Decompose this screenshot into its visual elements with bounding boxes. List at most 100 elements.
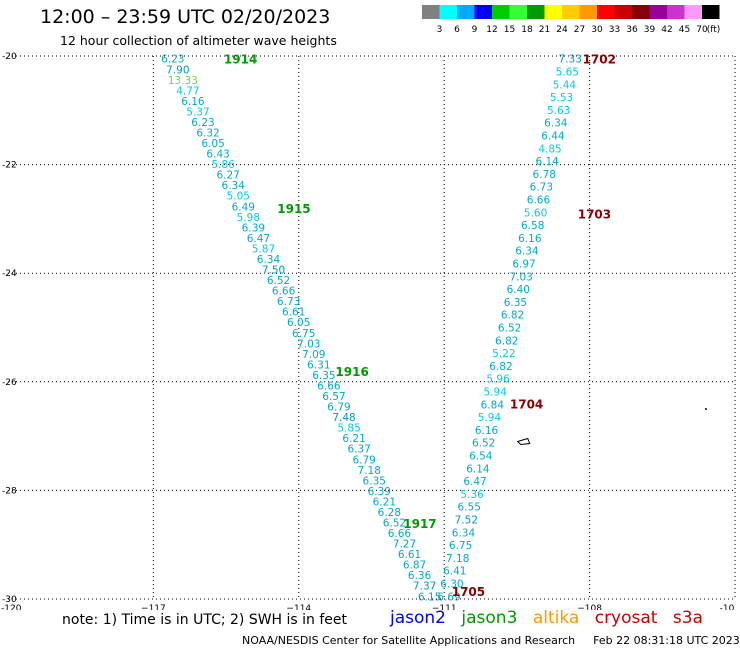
wave-height-label: 6.47 [463,476,486,488]
chart-subtitle: 12 hour collection of altimeter wave hei… [60,33,337,48]
scale-swatch [632,5,650,19]
scale-swatch [684,5,702,19]
wave-height-label: 6.21 [373,496,396,508]
x-tick-label: −114 [286,604,311,610]
wave-height-label: 7.18 [358,465,381,477]
wave-height-label: 6.36 [408,570,432,582]
scale-label: 12 [486,25,497,35]
wave-height-label: 5.22 [492,348,515,360]
wave-height-label: 6.05 [287,317,310,329]
wave-height-label: 7.03 [509,271,532,283]
wave-height-label: 6.16 [518,233,542,245]
wave-height-label: 6.52 [472,438,495,450]
wave-height-label: 6.14 [535,156,559,168]
wave-height-label: 5.37 [186,106,209,118]
y-tick-label: -26 [2,378,17,388]
wave-height-label: 6.52 [267,275,290,287]
scale-swatch [439,5,457,19]
scale-unit: (ft) [707,25,721,35]
satellite-cryosat: cryosat [594,608,658,628]
scale-swatch [457,5,475,19]
scale-label: 3 [437,25,443,35]
wave-height-label: 6.58 [521,220,544,232]
time-label: 1915 [277,202,310,216]
wave-height-label: 7.27 [393,539,416,551]
time-label: 1702 [583,53,616,67]
wave-height-label: 6.40 [507,284,530,296]
wave-height-label: 6.61 [282,307,305,319]
wave-height-label: 6.35 [363,475,386,487]
scale-label: 42 [661,25,672,35]
wave-height-label: 6.34 [222,180,246,192]
wave-height-label: 6.87 [403,560,426,572]
wave-height-label: 6.82 [501,310,524,322]
wave-height-label: 6.05 [201,138,224,150]
scale-label: 18 [521,25,533,35]
time-label: 1916 [335,365,368,379]
y-tick-label: -22 [2,161,17,171]
scale-label: 21 [539,25,550,35]
time-label: 1914 [224,53,257,67]
wave-height-label: 6.21 [342,433,365,445]
wave-height-label: 5.65 [556,67,579,79]
satellite-s3a: s3a [672,608,703,628]
wave-height-label: 6.44 [541,131,565,143]
wave-height-label: 6.61 [398,549,421,561]
chart-title: 12:00 – 23:59 UTC 02/20/2023 [40,6,331,28]
wave-height-label: 5.60 [524,207,547,219]
wave-height-label: 5.05 [227,191,250,203]
wave-height-label: 6.28 [378,507,401,519]
wave-height-label: 6.52 [383,518,406,530]
scale-swatch [474,5,492,19]
island-dot [704,407,707,410]
wave-height-label: 6.55 [458,502,481,514]
wave-height-label: 6.30 [440,578,463,590]
wave-height-label: 6.35 [312,370,335,382]
wave-height-label: 5.44 [553,79,577,91]
wave-height-label: 5.63 [547,105,570,117]
island-outline [516,437,531,446]
wave-height-label: 7.33 [559,54,582,66]
wave-height-label: 7.50 [262,265,285,277]
wave-height-label: 6.23 [161,54,184,66]
wave-height-label: 6.34 [544,118,568,130]
wave-height-label: 6.15 [418,591,441,603]
wave-height-label: 6.69 [437,591,460,603]
x-tick-label: −117 [141,604,166,610]
wave-height-label: 7.18 [446,553,469,565]
wave-height-label: 4.85 [538,143,561,155]
x-tick-label: -10 [720,604,735,610]
wave-height-label: 7.37 [413,581,436,593]
wave-height-label: 6.52 [498,323,521,335]
wave-height-label: 5.87 [252,243,275,255]
wave-height-label: 6.82 [495,335,518,347]
wave-height-label: 6.66 [388,528,412,540]
credit-line: NOAA/NESDIS Center for Satellite Applica… [242,634,740,647]
wave-height-label: 6.16 [475,425,499,437]
wave-height-label: 5.36 [460,489,484,501]
wave-height-label: 6.34 [452,527,476,539]
satellite-jason2: jason2 [390,608,446,628]
scale-label: 30 [591,25,603,35]
wave-height-label: 6.14 [466,463,490,475]
time-label: 1705 [452,585,485,599]
y-tick-label: -24 [2,269,17,279]
scale-label: 33 [609,25,620,35]
wave-height-label: 6.75 [449,540,472,552]
scale-label: 27 [574,25,585,35]
scale-label: 6 [454,25,460,35]
wave-height-label: 6.75 [292,328,315,340]
wave-height-label: 7.09 [302,349,325,361]
wave-height-label: 7.48 [332,412,355,424]
wave-height-label: 6.54 [469,450,493,462]
wave-height-label: 5.94 [478,412,502,424]
wave-height-label: 6.97 [512,259,535,271]
wave-height-label: 6.16 [181,96,205,108]
satellite-altika: altika [532,608,580,628]
color-scale-legend: 3 6 9 12 15 18 21 24 27 30 33 36 39 42 45 70(ft) [422,5,721,35]
wave-height-label: 6.73 [277,296,300,308]
wave-height-label: 6.73 [530,182,553,194]
wave-height-label: 6.41 [443,566,466,578]
wave-height-label: 6.23 [191,117,214,129]
wave-height-label: 6.49 [232,201,255,213]
